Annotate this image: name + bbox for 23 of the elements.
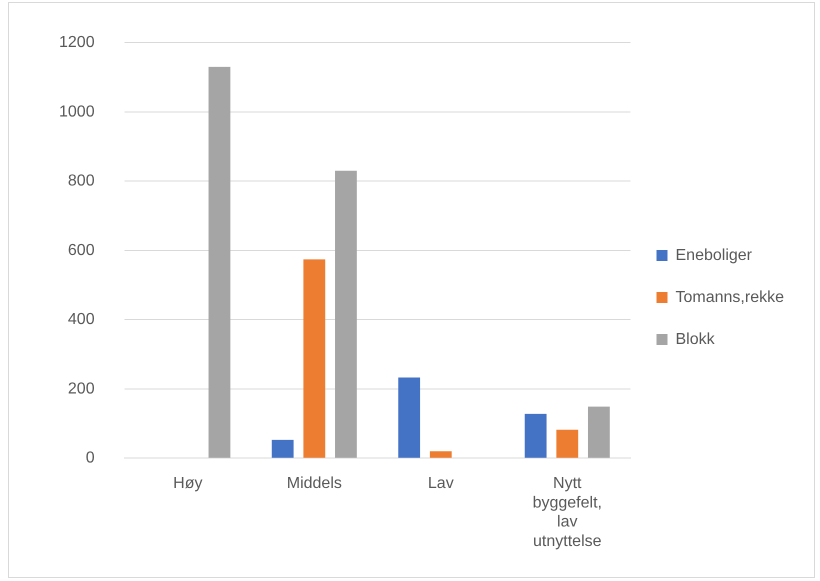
bar xyxy=(524,414,547,458)
legend-label: Tomanns,rekke xyxy=(676,288,784,306)
x-tick-label: Middels xyxy=(286,475,342,492)
y-tick-label: 400 xyxy=(68,311,95,328)
bar xyxy=(556,430,578,458)
bar xyxy=(303,259,326,458)
bar xyxy=(335,170,357,458)
bar xyxy=(430,451,452,458)
legend-label: Blokk xyxy=(676,330,716,348)
x-tick-label: Nytt byggefelt, lav utnyttelse xyxy=(532,475,602,550)
legend-label: Eneboliger xyxy=(676,246,753,264)
y-tick-label: 200 xyxy=(68,380,95,398)
y-tick-label: 800 xyxy=(68,172,95,190)
bar xyxy=(588,406,610,458)
y-tick-label: 600 xyxy=(68,242,95,259)
y-tick-label: 1200 xyxy=(59,34,95,52)
x-tick-label: Lav xyxy=(428,475,454,492)
bar xyxy=(208,66,230,458)
bar xyxy=(272,440,294,458)
bar xyxy=(398,378,420,458)
y-tick-label: 0 xyxy=(86,450,95,467)
x-tick-label: Høy xyxy=(173,475,202,492)
y-tick-label: 1000 xyxy=(59,103,95,120)
